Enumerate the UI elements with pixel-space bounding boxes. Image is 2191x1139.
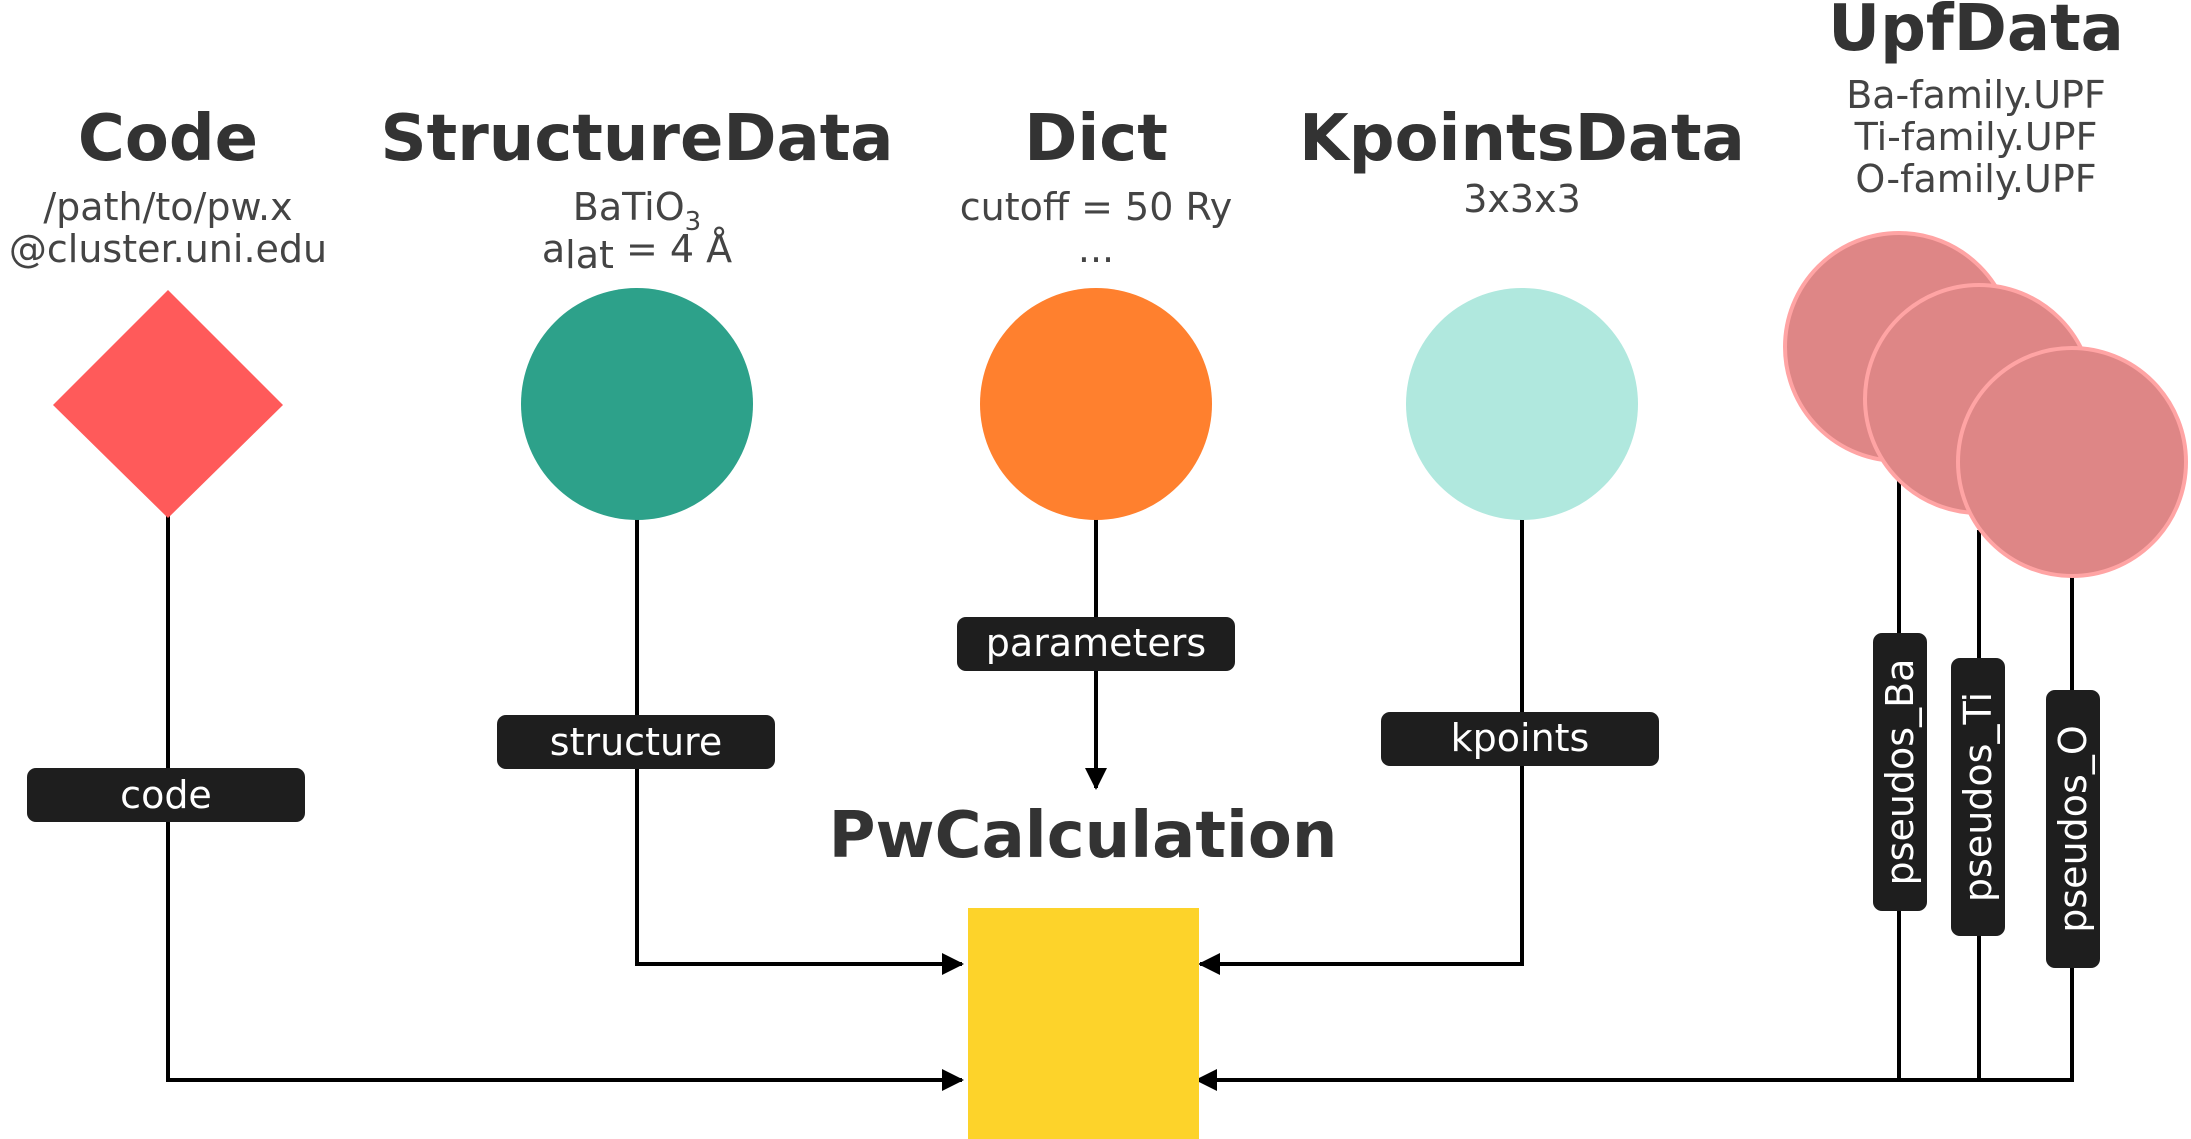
parameters-link-label: parameters	[957, 617, 1235, 671]
structure-lattice-rest: = 4 Å	[614, 227, 732, 271]
upf-title: UpfData	[1828, 0, 2124, 66]
kpoints-link-label: kpoints	[1381, 712, 1659, 766]
pseudos-o-link-label: pseudos_O	[2046, 690, 2100, 968]
dict-node[interactable]	[980, 288, 1212, 520]
structure-link-line	[635, 515, 964, 975]
structure-lattice: alat = 4 Å	[542, 227, 732, 277]
pseudos-ti-link-label: pseudos_Ti	[1951, 658, 2005, 936]
parameters-link-label-text: parameters	[986, 621, 1206, 665]
upf-o-node[interactable]	[1956, 346, 2188, 578]
code-host: @cluster.uni.edu	[9, 227, 327, 271]
pseudos-ti-link-label-text: pseudos_Ti	[1956, 692, 2000, 902]
structure-lattice-sub: lat	[565, 233, 614, 277]
upf-ba-file: Ba-family.UPF	[1846, 73, 2106, 117]
upf-o-file: O-family.UPF	[1855, 157, 2096, 201]
structure-node[interactable]	[521, 288, 753, 520]
pwcalculation-node[interactable]	[968, 908, 1199, 1139]
structure-formula-sub: 3	[685, 207, 702, 237]
kpoints-mesh: 3x3x3	[1463, 177, 1581, 221]
structure-formula: BaTiO3	[573, 185, 701, 237]
code-path: /path/to/pw.x	[43, 185, 292, 229]
pseudos-ba-link-label-text: pseudos_Ba	[1878, 659, 1922, 886]
structure-lattice-base: a	[542, 227, 565, 271]
kpoints-link-label-text: kpoints	[1451, 716, 1590, 760]
structure-formula-base: BaTiO	[573, 185, 685, 229]
pwcalculation-title: PwCalculation	[829, 799, 1338, 873]
kpoints-node[interactable]	[1406, 288, 1638, 520]
kpoints-link-line	[1198, 515, 1524, 975]
code-node[interactable]	[53, 290, 283, 518]
dict-ellipsis: ...	[1078, 227, 1114, 271]
kpoints-title: KpointsData	[1299, 102, 1745, 176]
structure-title: StructureData	[381, 102, 894, 176]
code-link-label: code	[27, 768, 305, 822]
structure-link-label-text: structure	[550, 720, 722, 764]
pseudos-o-link-label-text: pseudos_O	[2051, 725, 2095, 932]
pseudos-ba-link-label: pseudos_Ba	[1873, 633, 1927, 911]
code-title: Code	[78, 102, 258, 176]
dict-cutoff: cutoff = 50 Ry	[960, 185, 1233, 229]
structure-link-label: structure	[497, 715, 775, 769]
dict-title: Dict	[1024, 102, 1168, 176]
upf-ti-file: Ti-family.UPF	[1854, 115, 2098, 159]
code-link-label-text: code	[120, 773, 212, 817]
code-link-line	[166, 515, 964, 1091]
